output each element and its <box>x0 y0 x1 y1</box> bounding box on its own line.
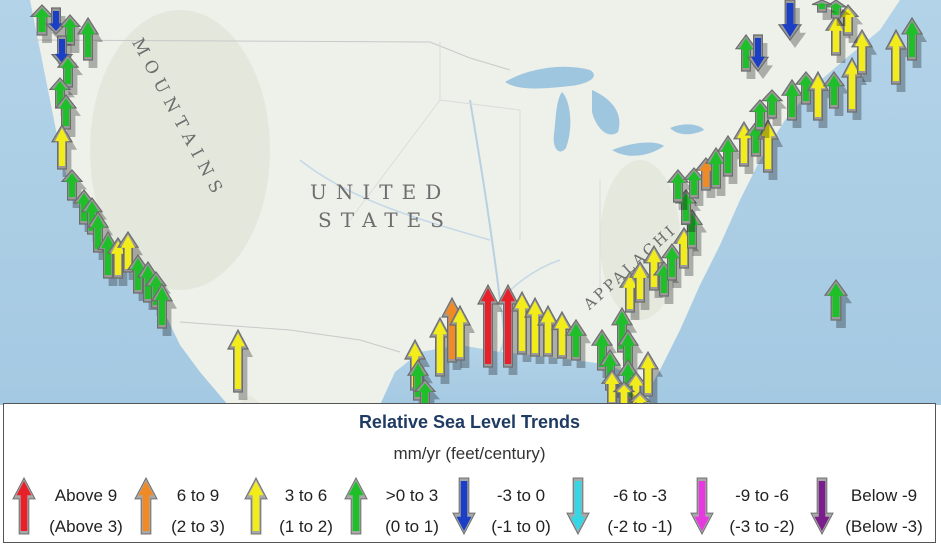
station-marker-74[interactable] <box>777 0 806 48</box>
station-marker-19[interactable] <box>150 282 177 336</box>
station-marker-3[interactable] <box>76 16 103 68</box>
legend-item-minus-6-to-minus-3: -6 to -3 (-2 to -1) <box>566 474 690 538</box>
station-marker-23[interactable] <box>413 379 440 405</box>
station-marker-42[interactable] <box>612 381 639 405</box>
canada-border <box>29 39 511 71</box>
legend-range-mm: -9 to -6 <box>735 486 789 505</box>
mexico-border <box>179 321 401 353</box>
station-marker-65[interactable] <box>822 70 849 116</box>
station-marker-73[interactable] <box>746 34 773 79</box>
legend-item-3-to-6: 3 to 6 (1 to 2) <box>244 474 350 538</box>
legend-range-ft: (2 to 3) <box>171 517 225 536</box>
station-marker-26[interactable] <box>449 304 475 368</box>
legend-item-below-minus-9: Below -9 (Below -3) <box>810 474 934 538</box>
lake-huron <box>592 90 620 135</box>
legend-units: mm/yr (feet/century) <box>393 444 546 463</box>
station-marker-7[interactable] <box>54 94 81 137</box>
legend-item-minus-9-to-minus-6: -9 to -6 (-3 to -2) <box>690 474 810 538</box>
station-marker-67[interactable] <box>850 28 877 82</box>
legend-range-mm: Below -9 <box>850 486 918 505</box>
station-marker-64[interactable] <box>806 70 833 128</box>
legend-item-minus-3-to-0: -3 to 0 (-1 to 0) <box>452 474 566 538</box>
legend-range-ft: (-3 to -2) <box>729 517 795 536</box>
yellow-up-arrow-icon <box>244 476 268 535</box>
orange-up-arrow-icon <box>134 476 158 535</box>
station-marker-56[interactable] <box>716 134 743 184</box>
lake-michigan <box>553 92 571 152</box>
green-up-arrow-icon <box>344 476 368 535</box>
legend-title: Relative Sea Level Trends <box>358 412 581 432</box>
station-marker-27[interactable] <box>477 283 503 375</box>
legend-item-6-to-9: 6 to 9 (2 to 3) <box>134 474 242 538</box>
legend-range-ft: (Below -3) <box>845 517 923 536</box>
station-marker-32[interactable] <box>550 310 577 366</box>
map-view[interactable]: MOUNTAINS UNITED STATES APPALACHI <box>0 0 941 405</box>
legend-range-ft: (Above 3) <box>49 517 123 536</box>
legend-range-mm: -3 to 0 <box>496 486 546 505</box>
legend-range-mm: -6 to -3 <box>613 486 667 505</box>
station-marker-9[interactable] <box>60 169 87 208</box>
legend-range-ft: (0 to 1) <box>385 517 439 536</box>
station-marker-15[interactable] <box>116 230 143 280</box>
legend-range-ft: (1 to 2) <box>279 517 333 536</box>
station-marker-41[interactable] <box>636 350 663 404</box>
legend-item-0-to-3: >0 to 3 (0 to 1) <box>344 474 452 538</box>
station-markers <box>29 0 927 405</box>
station-marker-71[interactable] <box>811 0 837 20</box>
station-marker-53[interactable] <box>682 167 709 206</box>
legend-range-mm: >0 to 3 <box>385 486 439 505</box>
station-marker-5[interactable] <box>56 54 83 95</box>
legend: Relative Sea Level Trends mm/yr (feet/ce… <box>3 403 936 543</box>
station-marker-8[interactable] <box>50 123 77 177</box>
pacific-ocean <box>0 0 228 405</box>
states-label: STATES <box>318 208 453 232</box>
lake-erie <box>612 142 664 156</box>
united-label: UNITED <box>310 180 451 204</box>
station-marker-52[interactable] <box>666 169 693 210</box>
cyan-down-arrow-icon <box>566 477 590 536</box>
legend-range-mm: 6 to 9 <box>176 486 220 505</box>
red-up-arrow-icon <box>12 476 36 535</box>
legend-range-ft: (-1 to 0) <box>491 517 551 536</box>
magenta-down-arrow-icon <box>690 477 714 536</box>
station-marker-61[interactable] <box>760 89 787 126</box>
legend-range-mm: 3 to 6 <box>284 486 328 505</box>
purple-down-arrow-icon <box>810 477 834 536</box>
station-marker-77[interactable] <box>823 278 852 328</box>
station-marker-76[interactable] <box>900 16 927 68</box>
legend-range-ft: (-2 to -1) <box>607 517 673 536</box>
legend-item-above-9: Above 9 (Above 3) <box>12 474 130 538</box>
atlantic-ocean <box>640 0 941 405</box>
blue-down-arrow-icon <box>452 477 476 536</box>
station-marker-20[interactable] <box>227 328 253 400</box>
station-marker-48[interactable] <box>660 242 687 288</box>
lake-ontario <box>670 124 704 135</box>
station-marker-59[interactable] <box>757 118 783 180</box>
station-marker-33[interactable] <box>564 318 591 368</box>
lake-superior <box>505 66 594 89</box>
station-marker-75[interactable] <box>885 28 911 92</box>
legend-range-mm: Above 9 <box>54 486 118 505</box>
